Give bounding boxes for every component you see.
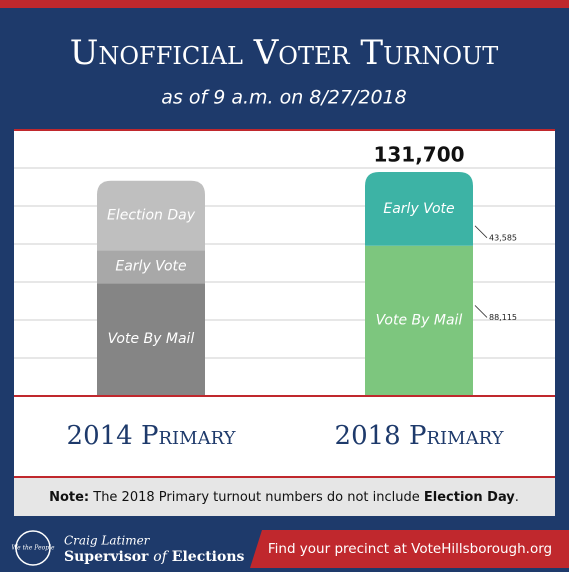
office-pre: Supervisor (64, 549, 149, 565)
value-label: 88,115 (489, 313, 517, 322)
title: Unofficial Voter Turnout (70, 33, 499, 73)
segment-label: Election Day (107, 208, 196, 224)
leader-line (474, 225, 488, 239)
link[interactable]: Find your precinct at VoteHillsborough.o… (268, 541, 552, 557)
official-name: Craig Latimer (64, 534, 151, 548)
bar-segment (365, 172, 473, 246)
segment-label: Vote By Mail (108, 331, 195, 347)
note-text: The 2018 Primary turnout numbers do not … (92, 490, 420, 505)
note-emphasis: Election Day (424, 490, 515, 505)
office: Supervisor of Elections (64, 549, 245, 565)
divider (14, 129, 555, 131)
divider (14, 476, 555, 478)
bars: Vote By Mail Early Vote Election Day 2014 P… (67, 143, 517, 452)
segment-label: Vote By Mail (376, 312, 463, 328)
bar-segment (365, 245, 473, 395)
divider (14, 395, 555, 397)
bar-segment (97, 180, 205, 251)
seal-text: We the People (11, 545, 55, 552)
category-label: 2018 Primary (335, 421, 505, 451)
note: Note: The 2018 Primary turnout numbers d… (49, 490, 519, 505)
top-strip (0, 0, 569, 8)
leader-line (474, 305, 488, 318)
category-label: 2014 Primary (67, 421, 237, 451)
office-of: of (153, 549, 169, 565)
bar-segment (97, 283, 205, 395)
note-lead: Note: (49, 490, 89, 505)
total-label: 131,700 (373, 143, 464, 167)
office-post: Elections (172, 549, 245, 565)
value-label: 43,585 (489, 233, 517, 242)
subtitle: as of 9 a.m. on 8/27/2018 (161, 87, 406, 109)
segment-label: Early Vote (383, 201, 454, 217)
seal (15, 530, 51, 566)
bar-segment (97, 250, 205, 284)
link-banner (250, 530, 569, 568)
note-panel (14, 478, 555, 516)
segment-label: Early Vote (115, 259, 186, 275)
note-end: . (515, 490, 519, 505)
